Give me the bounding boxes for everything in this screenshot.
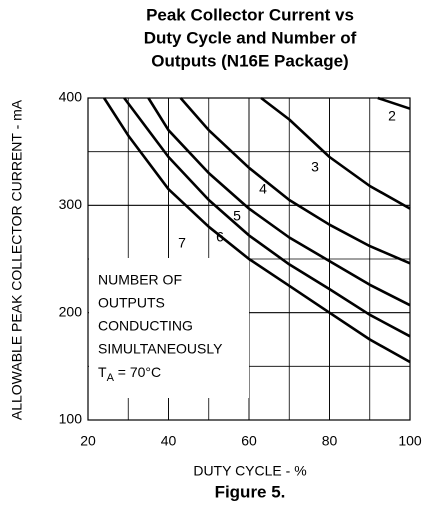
x-tick-label: 60 [241,433,257,449]
curve-label: 2 [388,108,396,124]
x-tick-label: 80 [322,433,338,449]
y-axis-label: ALLOWABLE PEAK COLLECTOR CURRENT - mA [9,99,25,420]
curve [260,96,411,210]
y-tick-label: 400 [59,89,83,105]
curve-label: 5 [233,208,241,224]
y-tick-label: 100 [59,411,83,427]
y-tick-label: 300 [59,196,83,212]
curve-label: 4 [259,181,267,197]
curve [377,96,411,110]
chart-title: Duty Cycle and Number of [144,28,357,47]
annotation: CONDUCTING [98,318,193,334]
curve-label: 3 [311,159,319,175]
annotation-box [89,258,249,398]
annotation: OUTPUTS [98,295,165,311]
curve [123,97,411,338]
chart-title: Outputs (N16E Package) [151,51,348,70]
annotation: = 70°C [114,364,161,380]
curve-label: 7 [178,235,186,251]
curve [147,97,411,307]
y-tick-label: 200 [59,303,83,319]
curve [179,97,411,265]
annotation: NUMBER OF [98,272,182,288]
annotation: A [107,372,115,384]
annotation: TA = 70°C [98,364,161,384]
x-axis-label: DUTY CYCLE - % [193,463,306,479]
x-tick-label: 20 [80,433,96,449]
caption: Figure 5. [215,482,286,501]
x-tick-label: 40 [161,433,177,449]
plot-frame [87,97,411,421]
curve [103,97,411,364]
annotation: T [98,364,107,380]
x-tick-label: 100 [398,433,422,449]
chart-title: Peak Collector Current vs [146,5,354,24]
annotation: SIMULTANEOUSLY [98,341,223,357]
